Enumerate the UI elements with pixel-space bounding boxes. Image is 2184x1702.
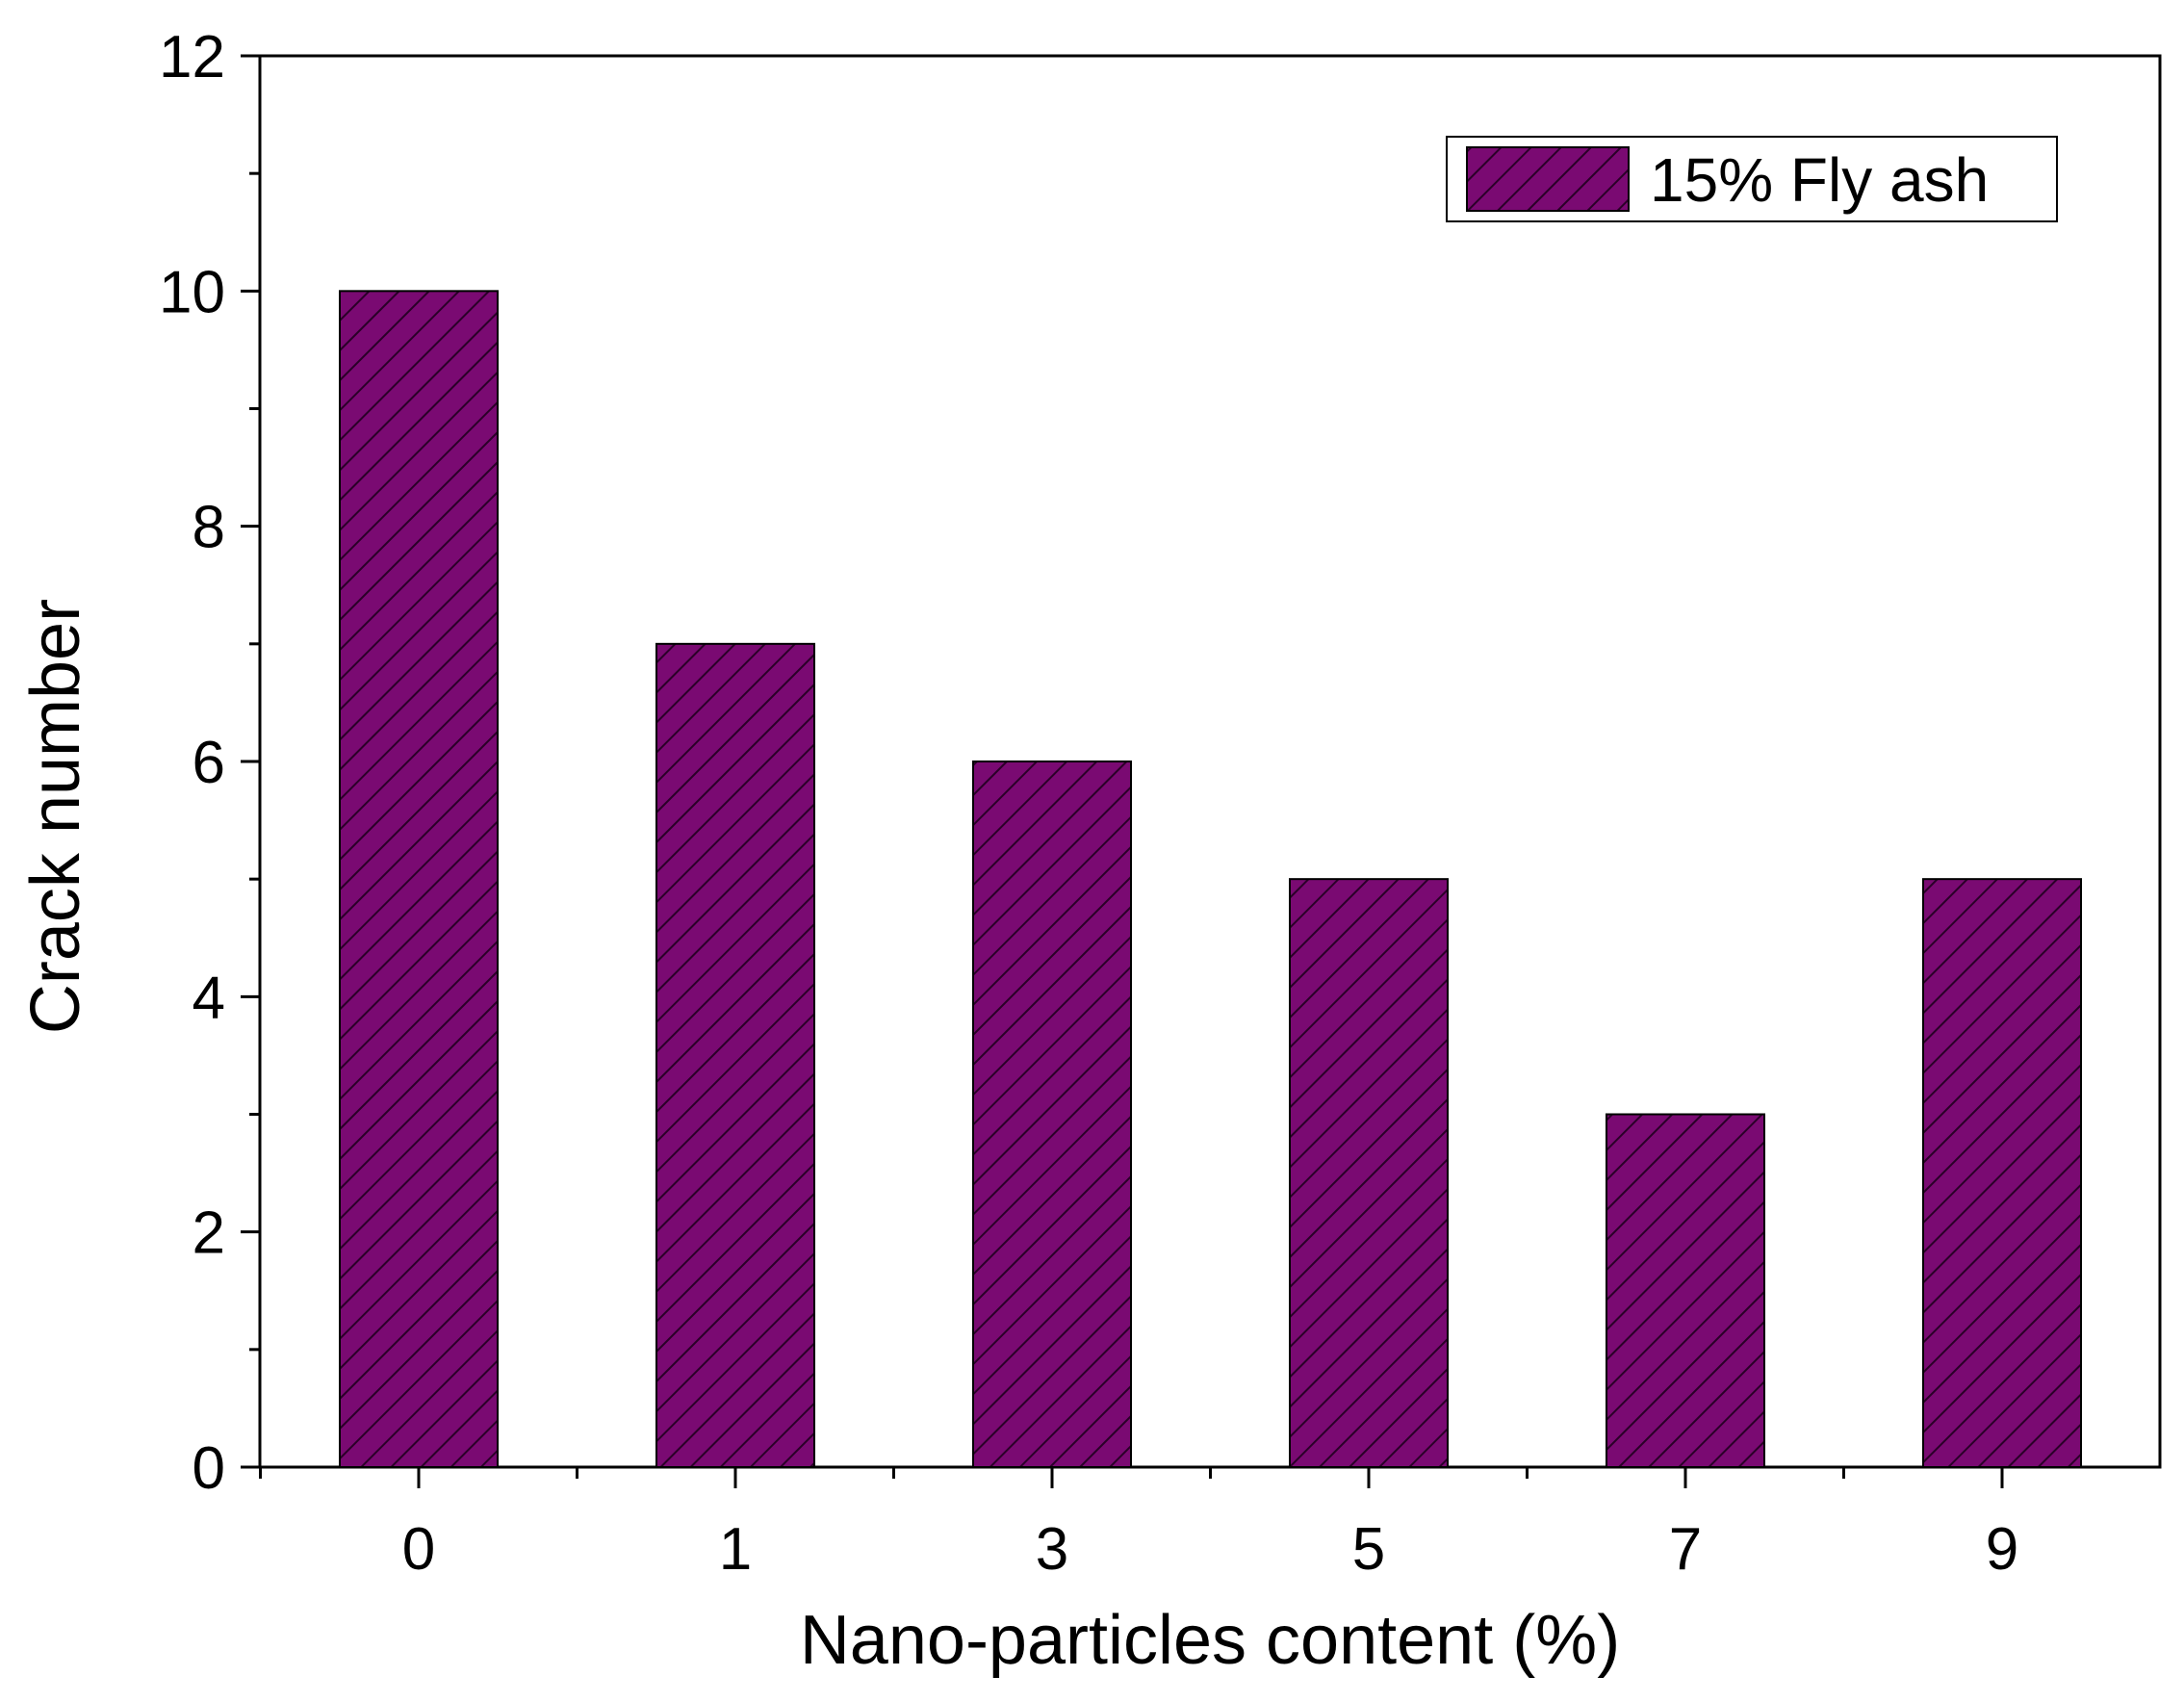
y-tick-label: 0 bbox=[193, 1435, 225, 1502]
y-tick-label: 4 bbox=[193, 965, 225, 1031]
bar-3 bbox=[972, 761, 1132, 1468]
x-tick-label: 1 bbox=[719, 1516, 752, 1583]
x-tick-label: 0 bbox=[402, 1516, 435, 1583]
plot-frame bbox=[258, 54, 2162, 1469]
y-axis: 0 2 4 6 8 10 12 bbox=[159, 24, 260, 1502]
y-tick-label: 2 bbox=[193, 1200, 225, 1267]
bar-0 bbox=[339, 290, 499, 1468]
bar-5 bbox=[1289, 878, 1449, 1468]
x-tick-label: 3 bbox=[1036, 1516, 1068, 1583]
y-tick-label: 10 bbox=[159, 259, 225, 325]
y-axis-title: Crack number bbox=[17, 599, 94, 1034]
legend-swatch bbox=[1466, 146, 1630, 212]
x-tick-label: 5 bbox=[1352, 1516, 1385, 1583]
x-tick-label: 7 bbox=[1669, 1516, 1702, 1583]
y-tick-label: 8 bbox=[193, 495, 225, 561]
x-axis-title: Nano-particles content (%) bbox=[800, 1602, 1620, 1679]
bar-1 bbox=[655, 642, 815, 1468]
legend: 15% Fly ash bbox=[1446, 136, 2058, 222]
bar-9 bbox=[1922, 878, 2082, 1468]
legend-label: 15% Fly ash bbox=[1650, 145, 1989, 215]
x-tick-label: 9 bbox=[1986, 1516, 2018, 1583]
y-tick-label: 12 bbox=[159, 24, 225, 90]
y-tick-label: 6 bbox=[193, 730, 225, 796]
bars-group bbox=[339, 290, 2082, 1468]
bar-7 bbox=[1606, 1113, 1765, 1468]
x-axis: 0 1 3 5 7 9 bbox=[259, 1467, 2018, 1583]
